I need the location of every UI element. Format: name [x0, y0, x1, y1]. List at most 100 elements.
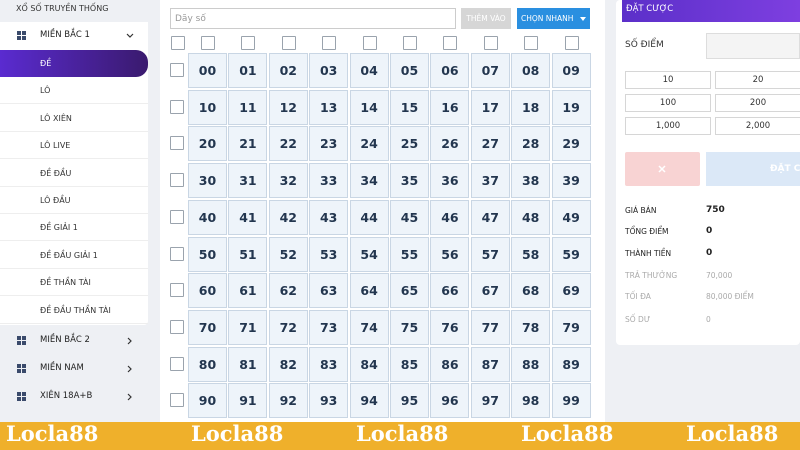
number-cell[interactable]: 58	[511, 236, 551, 272]
column-checkbox[interactable]	[524, 36, 539, 50]
number-cell[interactable]: 61	[228, 273, 268, 309]
number-cell[interactable]: 83	[309, 346, 349, 382]
row-checkbox[interactable]	[170, 209, 184, 224]
number-cell[interactable]: 75	[390, 309, 429, 345]
menu-item[interactable]: LÔ XIÊN	[0, 105, 148, 132]
number-cell[interactable]: 48	[511, 199, 551, 235]
row-checkbox[interactable]	[170, 246, 184, 261]
column-checkbox[interactable]	[201, 36, 215, 50]
group-label[interactable]: MIỀN BẮC 2	[0, 327, 148, 354]
number-cell[interactable]: 24	[349, 126, 389, 162]
number-cell[interactable]: 95	[390, 383, 429, 419]
column-checkbox[interactable]	[564, 36, 579, 50]
number-cell[interactable]: 16	[430, 89, 470, 125]
row-checkbox[interactable]	[170, 283, 184, 298]
number-input[interactable]: Dãy số	[170, 8, 456, 29]
number-cell[interactable]: 54	[349, 236, 389, 272]
group-label[interactable]: MIỀN BẮC 1	[0, 22, 148, 49]
number-cell[interactable]: 79	[551, 309, 591, 345]
number-cell[interactable]: 65	[390, 273, 429, 309]
number-cell[interactable]: 82	[268, 346, 308, 382]
checkbox-all[interactable]	[171, 36, 185, 50]
number-cell[interactable]: 93	[309, 383, 349, 419]
column-checkbox[interactable]	[483, 36, 498, 50]
menu-item[interactable]: ĐỀ ĐẦU	[0, 160, 148, 187]
menu-item[interactable]: ĐỀ GIẢI 1	[0, 214, 148, 242]
number-cell[interactable]: 29	[551, 126, 591, 162]
number-cell[interactable]: 37	[470, 163, 510, 199]
row-checkbox[interactable]	[170, 393, 184, 408]
group-label[interactable]: MIỀN NAM	[0, 355, 148, 382]
number-cell[interactable]: 39	[551, 163, 591, 199]
number-cell[interactable]: 92	[268, 383, 308, 419]
row-checkbox[interactable]	[170, 319, 184, 334]
number-cell[interactable]: 26	[430, 126, 470, 162]
number-cell[interactable]: 44	[349, 199, 389, 235]
number-cell[interactable]: 73	[309, 309, 349, 345]
amount-button[interactable]: 20	[715, 71, 800, 89]
number-cell[interactable]: 09	[551, 53, 591, 88]
number-cell[interactable]: 77	[470, 309, 510, 345]
number-cell[interactable]: 18	[511, 89, 551, 125]
number-cell[interactable]: 46	[430, 199, 470, 235]
number-cell[interactable]: 66	[430, 273, 470, 309]
row-checkbox[interactable]	[170, 356, 184, 371]
number-cell[interactable]: 87	[470, 346, 510, 382]
number-cell[interactable]: 07	[470, 53, 510, 88]
number-cell[interactable]: 70	[188, 309, 227, 345]
column-checkbox[interactable]	[281, 36, 296, 50]
number-cell[interactable]: 86	[430, 346, 470, 382]
number-cell[interactable]: 60	[188, 273, 227, 309]
number-cell[interactable]: 74	[349, 309, 389, 345]
group-label[interactable]: XIÊN 18A+B	[0, 383, 148, 410]
number-cell[interactable]: 15	[390, 89, 429, 125]
amount-button[interactable]: 10	[625, 71, 711, 89]
number-cell[interactable]: 63	[309, 273, 349, 309]
number-cell[interactable]: 53	[309, 236, 349, 272]
number-cell[interactable]: 12	[268, 89, 308, 125]
number-cell[interactable]: 56	[430, 236, 470, 272]
column-checkbox[interactable]	[322, 36, 337, 50]
number-cell[interactable]: 51	[228, 236, 268, 272]
number-cell[interactable]: 14	[349, 89, 389, 125]
number-cell[interactable]: 98	[511, 383, 551, 419]
number-cell[interactable]: 99	[551, 383, 591, 419]
number-cell[interactable]: 55	[390, 236, 429, 272]
number-cell[interactable]: 85	[390, 346, 429, 382]
number-cell[interactable]: 69	[551, 273, 591, 309]
number-cell[interactable]: 42	[268, 199, 308, 235]
number-cell[interactable]: 76	[430, 309, 470, 345]
number-cell[interactable]: 13	[309, 89, 349, 125]
row-checkbox[interactable]	[170, 63, 184, 77]
number-cell[interactable]: 05	[390, 53, 429, 88]
number-cell[interactable]: 96	[430, 383, 470, 419]
number-cell[interactable]: 90	[188, 383, 227, 419]
number-cell[interactable]: 52	[268, 236, 308, 272]
menu-item[interactable]: LÔ ĐẦU	[0, 187, 148, 214]
number-cell[interactable]: 17	[470, 89, 510, 125]
column-checkbox[interactable]	[241, 36, 256, 50]
number-cell[interactable]: 35	[390, 163, 429, 199]
number-cell[interactable]: 94	[349, 383, 389, 419]
number-cell[interactable]: 88	[511, 346, 551, 382]
row-checkbox[interactable]	[170, 173, 184, 188]
row-checkbox[interactable]	[170, 99, 184, 114]
amount-button[interactable]: 100	[625, 94, 711, 112]
number-cell[interactable]: 72	[268, 309, 308, 345]
amount-button[interactable]: 2,000	[715, 117, 800, 135]
number-cell[interactable]: 33	[309, 163, 349, 199]
number-cell[interactable]: 30	[188, 163, 227, 199]
points-input[interactable]	[706, 33, 800, 59]
submit-button[interactable]: ĐẶT CƯỢC	[706, 152, 800, 186]
number-cell[interactable]: 59	[551, 236, 591, 272]
menu-item[interactable]: ĐỀ ĐẦU THẦN TÀI	[0, 297, 148, 324]
number-cell[interactable]: 97	[470, 383, 510, 419]
number-cell[interactable]: 08	[511, 53, 551, 88]
number-cell[interactable]: 67	[470, 273, 510, 309]
number-cell[interactable]: 27	[470, 126, 510, 162]
number-cell[interactable]: 34	[349, 163, 389, 199]
menu-item[interactable]: ĐỀ THẦN TÀI	[0, 269, 148, 297]
number-cell[interactable]: 71	[228, 309, 268, 345]
menu-item[interactable]: ĐỀ ĐẦU GIẢI 1	[0, 242, 148, 269]
amount-button[interactable]: 1,000	[625, 117, 711, 135]
